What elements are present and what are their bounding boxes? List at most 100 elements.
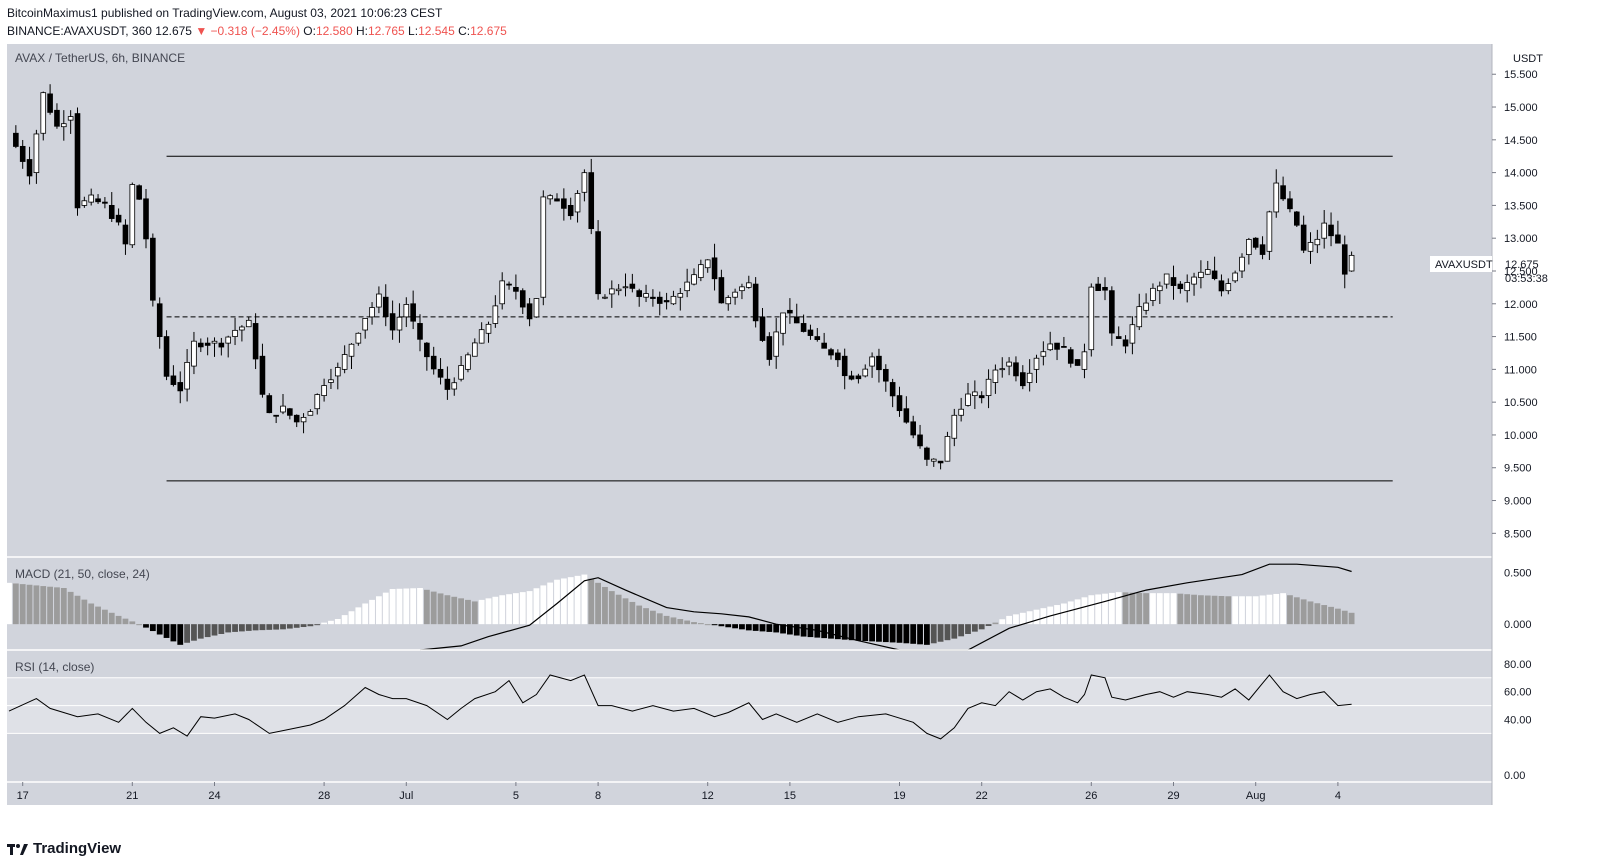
candle-down <box>841 355 848 377</box>
price-tick-label: 10.000 <box>1504 430 1538 442</box>
macd-histogram-bar <box>314 624 321 626</box>
macd-tick-label: 0.000 <box>1504 619 1532 631</box>
macd-histogram-bar <box>1204 595 1211 625</box>
macd-histogram-bar <box>677 619 684 625</box>
macd-histogram-bar <box>821 624 828 639</box>
macd-histogram-bar <box>266 624 273 630</box>
candle-up <box>958 408 964 416</box>
candle-down <box>526 303 533 320</box>
candle-down <box>835 352 841 361</box>
macd-histogram-bar <box>1335 608 1341 625</box>
macd-histogram-bar <box>889 624 896 643</box>
candle-down <box>444 378 451 390</box>
macd-histogram-bar <box>1156 593 1163 625</box>
macd-histogram-bar <box>1184 594 1191 625</box>
candle-down <box>759 316 766 341</box>
footer-brand[interactable]: TradingView <box>7 840 121 857</box>
last-price: 12.675 <box>155 24 192 38</box>
candle-up <box>684 281 690 292</box>
macd-histogram-bar <box>1163 593 1170 625</box>
macd-histogram-bar <box>40 586 47 625</box>
symbol-name: BINANCE:AVAXUSDT, 360 <box>7 24 152 38</box>
price-axis[interactable]: 15.500 15.000 14.500 14.000 13.500 13.000 12.5… <box>1492 69 1538 782</box>
macd-histogram-bar <box>1115 592 1122 625</box>
time-tick-label: 28 <box>318 790 330 802</box>
macd-histogram-bar <box>1328 606 1334 625</box>
macd-histogram-bar <box>670 617 677 625</box>
macd-histogram-bar <box>739 624 745 630</box>
candle-down <box>595 231 601 295</box>
price-tick-label: 11.000 <box>1504 364 1537 376</box>
candle-down <box>47 93 53 113</box>
macd-histogram-bar <box>293 624 300 628</box>
candle-down <box>1259 244 1266 255</box>
macd-histogram-bar <box>554 579 560 625</box>
candle-up <box>547 195 553 200</box>
candle-up <box>581 172 588 193</box>
candle-down <box>903 408 910 423</box>
macd-histogram-bar <box>896 624 903 643</box>
price-axis-background <box>1492 44 1601 805</box>
macd-histogram-bar <box>691 622 697 625</box>
macd-histogram-bar <box>33 585 40 625</box>
macd-histogram-bar <box>684 620 691 625</box>
open-label: O: <box>303 24 316 38</box>
macd-histogram-bar <box>560 578 567 625</box>
candle-up <box>451 382 458 390</box>
macd-histogram-bar <box>985 624 992 626</box>
macd-histogram-bar <box>348 611 355 625</box>
candle-up <box>232 329 238 337</box>
candle-down <box>650 296 656 299</box>
candle-up <box>965 393 971 406</box>
high-value: 12.765 <box>368 24 405 38</box>
time-tick-label: Aug <box>1246 790 1266 802</box>
price-tick-label: 13.500 <box>1504 200 1538 212</box>
rsi-tick-label: 40.00 <box>1504 714 1532 726</box>
macd-histogram-bar <box>506 594 512 625</box>
macd-histogram-bar <box>163 624 170 638</box>
macd-histogram-bar <box>1307 601 1314 625</box>
macd-histogram-bar <box>965 624 971 634</box>
macd-histogram-bar <box>1273 593 1280 625</box>
candle-down <box>1287 198 1293 210</box>
macd-histogram-bar <box>1341 610 1348 625</box>
candle-down <box>102 201 108 204</box>
candle-down <box>978 395 985 399</box>
candle-down <box>115 214 122 223</box>
author-name[interactable]: BitcoinMaximus1 <box>7 6 98 20</box>
candle-down <box>718 277 725 304</box>
macd-histogram-bar <box>1122 592 1129 625</box>
candle-down <box>1335 234 1341 244</box>
candle-up <box>334 367 341 377</box>
candle-up <box>1348 254 1355 272</box>
price-label-name: AVAXUSDT <box>1435 259 1493 271</box>
price-change: ▼ −0.318 (−2.45%) <box>195 24 300 38</box>
macd-histogram-bar <box>567 577 574 625</box>
candle-down <box>1122 339 1129 347</box>
candle-down <box>636 290 642 297</box>
candle-down <box>1115 336 1122 339</box>
candle-down <box>1054 342 1060 350</box>
time-axis[interactable]: 17 21 24 28 Jul 5 8 12 15 19 22 26 29 Aug 4 <box>17 782 1341 802</box>
candle-down <box>519 290 526 308</box>
candle-down <box>1013 362 1019 377</box>
candle-up <box>1157 285 1163 292</box>
candle-up <box>1204 269 1211 275</box>
price-tick-label: 11.500 <box>1504 332 1537 344</box>
candle-up <box>211 340 218 344</box>
candle-up <box>704 259 711 269</box>
rsi-label: RSI (14, close) <box>15 660 94 674</box>
candle-up <box>1033 357 1040 370</box>
candle-down <box>19 145 26 162</box>
candle-up <box>677 293 684 298</box>
macd-histogram-bar <box>1287 595 1293 625</box>
macd-histogram-bar <box>1252 596 1259 625</box>
macd-histogram-bar <box>1293 597 1300 625</box>
macd-histogram-bar <box>951 624 958 639</box>
macd-histogram-bar <box>451 596 458 625</box>
macd-histogram-bar <box>588 578 595 625</box>
macd-histogram-bar <box>300 624 307 628</box>
candle-down <box>1252 237 1259 248</box>
rsi-tick-label: 80.00 <box>1504 659 1532 671</box>
